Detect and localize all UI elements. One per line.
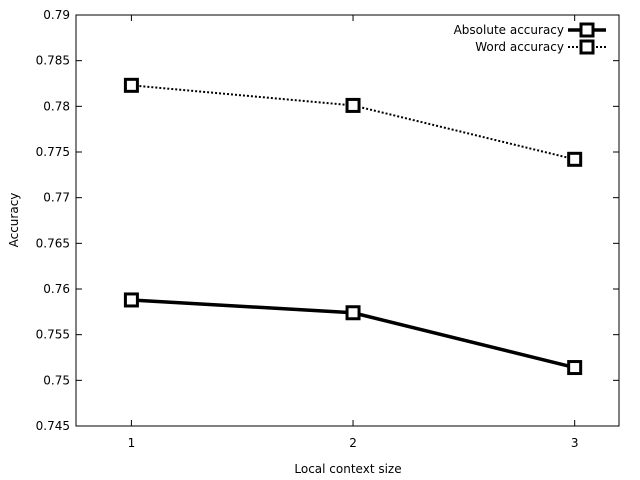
y-axis-ticks: 0.745 0.75 0.755 0.76 0.765 0.77 0.775 0.78 0.78… — [36, 8, 619, 433]
legend-marker — [579, 22, 595, 38]
data-point-marker — [567, 151, 583, 167]
y-tick-label: 0.765 — [36, 236, 70, 250]
x-tick-label: 1 — [128, 436, 136, 450]
y-tick-label: 0.755 — [36, 328, 70, 342]
y-tick-label: 0.77 — [43, 191, 70, 205]
y-tick-label: 0.78 — [43, 99, 70, 113]
series-line-2 — [131, 84, 575, 161]
data-point-marker — [123, 292, 139, 308]
data-point-marker — [123, 77, 139, 93]
x-axis-label: Local context size — [294, 462, 401, 476]
y-axis-label: Accuracy — [7, 193, 21, 248]
legend: Absolute accuracy Word accuracy — [454, 22, 606, 55]
data-point-marker — [345, 305, 361, 321]
data-point-marker — [567, 360, 583, 376]
y-tick-label: 0.76 — [43, 282, 70, 296]
y-tick-label: 0.745 — [36, 419, 70, 433]
y-tick-label: 0.75 — [43, 373, 70, 387]
legend-label: Absolute accuracy — [454, 23, 564, 37]
series-layer — [123, 77, 583, 376]
legend-label: Word accuracy — [475, 40, 564, 54]
x-tick-label: 2 — [349, 436, 357, 450]
y-tick-label: 0.775 — [36, 145, 70, 159]
y-tick-label: 0.785 — [36, 54, 70, 68]
y-tick-label: 0.79 — [43, 8, 70, 22]
x-tick-label: 3 — [571, 436, 579, 450]
x-axis-ticks: 1 2 3 — [128, 15, 579, 450]
plot-frame — [75, 14, 620, 427]
legend-marker — [579, 39, 595, 55]
data-point-marker — [345, 97, 361, 113]
